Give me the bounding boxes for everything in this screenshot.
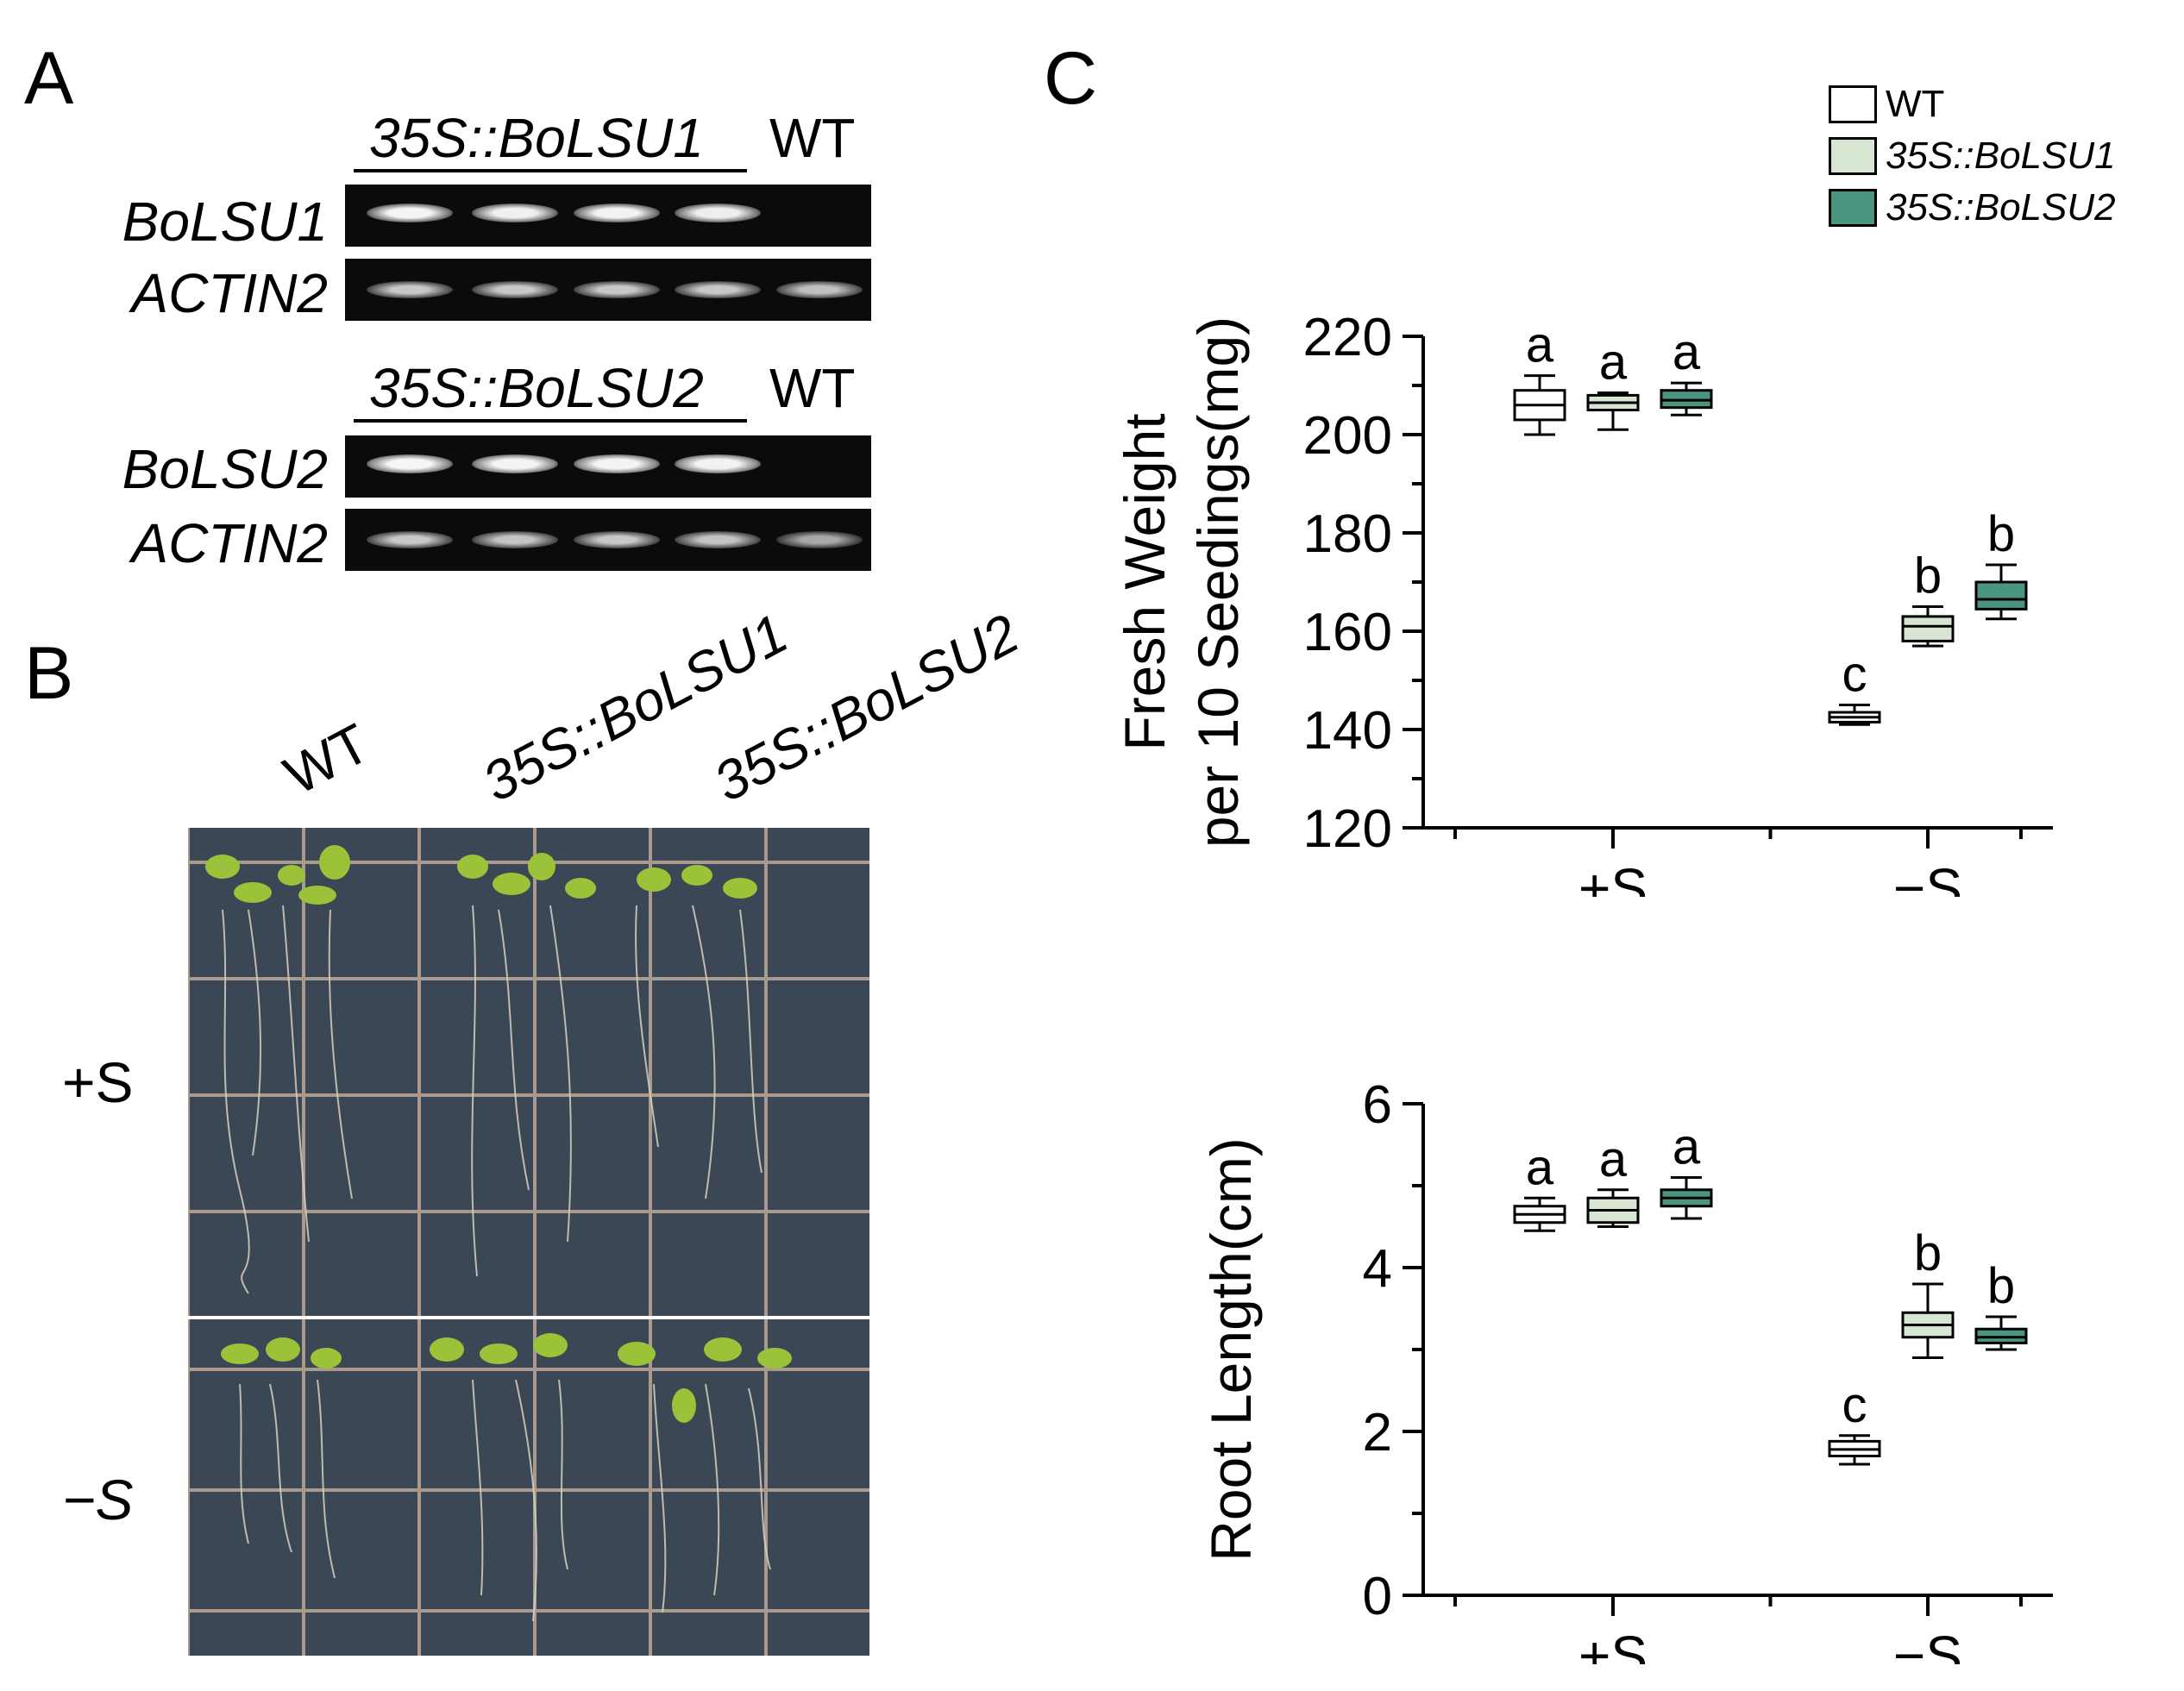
- significance-letter: a: [1599, 335, 1628, 391]
- gel-title-underline: [354, 419, 747, 423]
- gel-wt-label: WT: [769, 357, 856, 419]
- gel-title-bolsu2: 35S::BoLSU2: [369, 357, 704, 419]
- gel-image-actin2-top: [345, 259, 871, 321]
- y-tick-label: 2: [1363, 1403, 1392, 1462]
- chart-root-length: 0 2 4 6 +S −S Root Length(cm) a c a b a b: [1199, 1075, 2053, 1664]
- box-plot: [1513, 1196, 1566, 1232]
- legend-swatch-wt: [1829, 85, 1877, 123]
- y-tick-label: 200: [1303, 406, 1392, 466]
- legend-swatch-bolsu1: [1829, 137, 1877, 175]
- y-axis-title: Root Length(cm): [1199, 1137, 1263, 1562]
- y-tick-label: 140: [1303, 701, 1392, 761]
- seedling-photo-plus-s: [188, 828, 869, 1316]
- box-plot: [1513, 374, 1566, 436]
- photo-column-wt: WT: [274, 711, 380, 807]
- significance-letter: a: [1673, 1119, 1701, 1175]
- legend-item-wt: WT: [1829, 83, 1944, 126]
- condition-label-minus-s: −S: [62, 1468, 134, 1531]
- y-tick-label: 6: [1363, 1075, 1392, 1135]
- x-tick-label: +S: [1578, 857, 1647, 897]
- y-axis-title-line2: per 10 Seedings(mg): [1186, 316, 1250, 848]
- box-plot: [1660, 1176, 1713, 1220]
- panel-label-c: C: [1044, 37, 1098, 120]
- gel-image-bolsu1: [345, 185, 871, 247]
- significance-letter: a: [1599, 1131, 1628, 1187]
- x-tick-label: −S: [1893, 857, 1962, 897]
- box-plot: [1660, 381, 1713, 416]
- box-plot: [1586, 1188, 1640, 1228]
- significance-letter: b: [1987, 506, 2015, 562]
- legend-item-bolsu1: 35S::BoLSU1: [1829, 135, 2116, 178]
- legend-swatch-bolsu2: [1829, 189, 1877, 227]
- significance-letter: b: [1987, 1258, 2015, 1314]
- significance-letter: c: [1842, 1377, 1867, 1433]
- box-plot: [1901, 605, 1955, 648]
- significance-letter: a: [1526, 1139, 1554, 1195]
- gene-label-actin2-bottom: ACTIN2: [131, 512, 328, 574]
- gel-wt-label: WT: [769, 107, 856, 169]
- box-plot: [1828, 704, 1881, 726]
- gel-image-actin2-bottom: [345, 509, 871, 571]
- condition-label-plus-s: +S: [62, 1050, 134, 1114]
- chart-fresh-weight: 120 140 160 180 200 220 +S −S Fresh Weight per 10…: [1113, 308, 2053, 897]
- y-tick-label: 0: [1363, 1567, 1392, 1626]
- legend-item-bolsu2: 35S::BoLSU2: [1829, 186, 2116, 229]
- legend-label-bolsu2: 35S::BoLSU2: [1886, 186, 2116, 229]
- legend-label-bolsu1: 35S::BoLSU1: [1886, 135, 2116, 177]
- legend-label-wt: WT: [1886, 83, 1945, 125]
- box-plot: [1974, 563, 2028, 621]
- y-tick-label: 180: [1303, 504, 1392, 564]
- x-tick-label: +S: [1578, 1625, 1647, 1664]
- box-plot: [1586, 391, 1640, 431]
- box-plot: [1901, 1282, 1955, 1359]
- box-body: [1974, 580, 2028, 611]
- significance-letter: a: [1526, 317, 1554, 373]
- significance-letter: b: [1914, 548, 1942, 604]
- y-tick-label: 120: [1303, 799, 1392, 859]
- gene-label-bolsu1: BoLSU1: [122, 191, 328, 253]
- significance-letter: c: [1842, 647, 1867, 703]
- panel-label-a: A: [24, 37, 74, 120]
- y-tick-label: 4: [1363, 1239, 1392, 1299]
- gel-title-bolsu1: 35S::BoLSU1: [369, 107, 704, 169]
- significance-letter: a: [1673, 324, 1701, 380]
- box-plot: [1974, 1315, 2028, 1351]
- gel-image-bolsu2: [345, 435, 871, 498]
- box-plot: [1828, 1434, 1881, 1466]
- gel-title-underline: [354, 169, 747, 172]
- y-tick-label: 220: [1303, 308, 1392, 367]
- box-body: [1901, 615, 1955, 642]
- y-tick-label: 160: [1303, 603, 1392, 662]
- x-tick-label: −S: [1893, 1625, 1962, 1664]
- significance-letter: b: [1914, 1225, 1942, 1281]
- seedling-photo-minus-s: [188, 1319, 869, 1656]
- gene-label-actin2-top: ACTIN2: [131, 262, 328, 324]
- panel-label-b: B: [24, 632, 74, 715]
- gene-label-bolsu2: BoLSU2: [122, 438, 328, 500]
- y-axis-title: Fresh Weight: [1113, 413, 1177, 750]
